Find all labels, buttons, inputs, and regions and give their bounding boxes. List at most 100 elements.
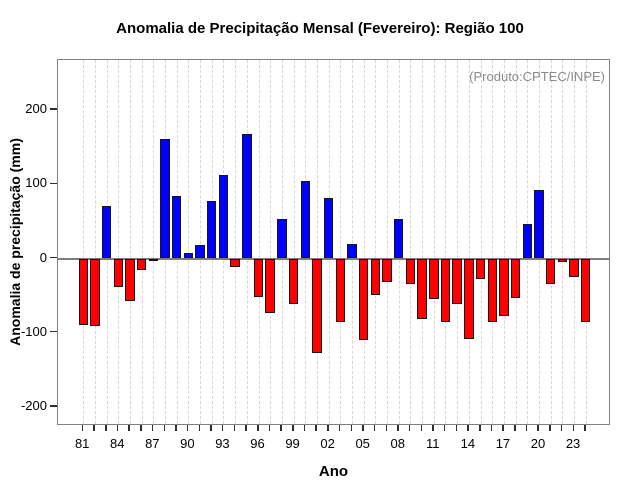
x-tick-1996 (257, 425, 259, 431)
x-tick-2016 (490, 425, 493, 431)
x-tick-2007 (385, 425, 388, 431)
bar-2009 (405, 258, 416, 284)
bar-1981 (78, 258, 88, 325)
gridline-2001 (316, 60, 318, 424)
x-tick-2021 (549, 425, 551, 431)
x-tick-label-2008: 08 (390, 436, 405, 451)
x-tick-label-2014: 14 (460, 436, 476, 451)
y-tick--200 (50, 405, 57, 407)
x-tick-label-1996: 96 (250, 436, 265, 451)
bar-1994 (230, 258, 240, 267)
x-tick-2014 (467, 425, 469, 431)
x-tick-2004 (350, 425, 352, 431)
gridline-1984 (118, 60, 120, 424)
x-tick-label-1990: 90 (180, 436, 195, 451)
x-tick-label-2005: 05 (355, 436, 370, 451)
bar-2008 (394, 219, 404, 259)
gridline-1996 (258, 60, 260, 424)
x-tick-1988 (163, 425, 165, 431)
bar-2019 (522, 223, 532, 259)
gridline-1987 (153, 60, 155, 424)
bar-2016 (487, 258, 497, 323)
x-tick-1981 (81, 425, 84, 431)
x-tick-2015 (479, 425, 481, 431)
x-tick-label-1981: 81 (74, 436, 90, 451)
y-tick--100 (50, 330, 57, 333)
y-tick-200 (50, 108, 57, 110)
y-tick-label-200: 200 (25, 101, 47, 117)
gridline-1999 (293, 60, 295, 424)
x-tick-2002 (327, 425, 329, 431)
bar-2006 (370, 258, 381, 295)
product-annotation: (Produto:CPTEC/INPE) (469, 69, 605, 84)
x-tick-label-1984: 84 (110, 436, 125, 451)
bar-1985 (125, 258, 135, 301)
x-tick-2023 (572, 425, 575, 431)
bar-2012 (440, 258, 451, 323)
x-tick-1985 (128, 425, 130, 431)
y-tick-label--100: -100 (20, 323, 47, 339)
gridline-2009 (410, 60, 412, 424)
bar-1993 (218, 175, 229, 259)
bar-2020 (534, 190, 544, 259)
bar-2007 (382, 258, 392, 282)
x-tick-2020 (537, 425, 539, 431)
bar-1982 (90, 258, 100, 327)
gridline-2006 (375, 60, 377, 424)
x-tick-2001 (315, 425, 317, 431)
x-tick-2008 (397, 425, 399, 431)
bar-1990 (183, 252, 194, 259)
chart-title: Anomalia de Precipitação Mensal (Feverei… (116, 20, 524, 37)
gridline-2011 (433, 60, 435, 424)
bar-2013 (452, 258, 462, 304)
x-tick-2022 (560, 425, 563, 431)
bar-1987 (148, 258, 158, 262)
y-tick-label-100: 100 (25, 175, 47, 191)
x-tick-1984 (116, 425, 119, 431)
x-axis-label: Ano (318, 463, 349, 480)
x-tick-1995 (245, 425, 247, 431)
gridline-2017 (503, 60, 505, 424)
bar-2015 (475, 258, 486, 280)
x-tick-2017 (502, 425, 504, 431)
x-tick-1992 (210, 425, 212, 431)
bar-1995 (242, 133, 252, 259)
x-tick-1998 (280, 425, 282, 431)
gridline-2024 (585, 60, 587, 424)
x-tick-label-1993: 93 (215, 436, 230, 451)
bar-2003 (335, 258, 345, 322)
gridline-2022 (562, 60, 564, 424)
x-tick-1990 (186, 425, 189, 431)
bar-1986 (136, 258, 147, 270)
y-axis-label: Anomalia de precipitação (mm) (7, 138, 23, 346)
x-tick-1993 (221, 425, 224, 431)
x-tick-label-1987: 87 (145, 436, 160, 451)
bar-2014 (464, 258, 474, 339)
x-tick-1997 (268, 425, 271, 431)
gridline-2004 (352, 60, 353, 424)
x-tick-2013 (455, 425, 458, 431)
x-tick-1983 (105, 425, 107, 431)
x-tick-2003 (338, 425, 341, 431)
gridline-2013 (457, 60, 459, 424)
bar-2000 (300, 180, 310, 259)
bar-2001 (312, 258, 322, 353)
x-tick-label-2023: 23 (565, 436, 581, 451)
bar-2022 (557, 258, 568, 263)
gridline-1997 (270, 60, 272, 424)
y-tick-label--200: -200 (20, 397, 47, 413)
x-tick-label-2017: 17 (495, 436, 511, 451)
x-tick-1999 (292, 425, 294, 431)
x-tick-2012 (443, 425, 446, 431)
gridline-1991 (200, 60, 202, 424)
zero-baseline (58, 257, 609, 260)
bar-2017 (499, 258, 509, 316)
gridline-2012 (445, 60, 447, 424)
plot-area (57, 59, 610, 425)
gridline-2021 (550, 60, 552, 424)
gridline-2003 (340, 60, 342, 424)
x-tick-label-2002: 02 (320, 436, 335, 451)
x-tick-2019 (525, 425, 528, 431)
x-tick-1989 (175, 425, 177, 431)
x-tick-label-2020: 20 (530, 436, 546, 451)
